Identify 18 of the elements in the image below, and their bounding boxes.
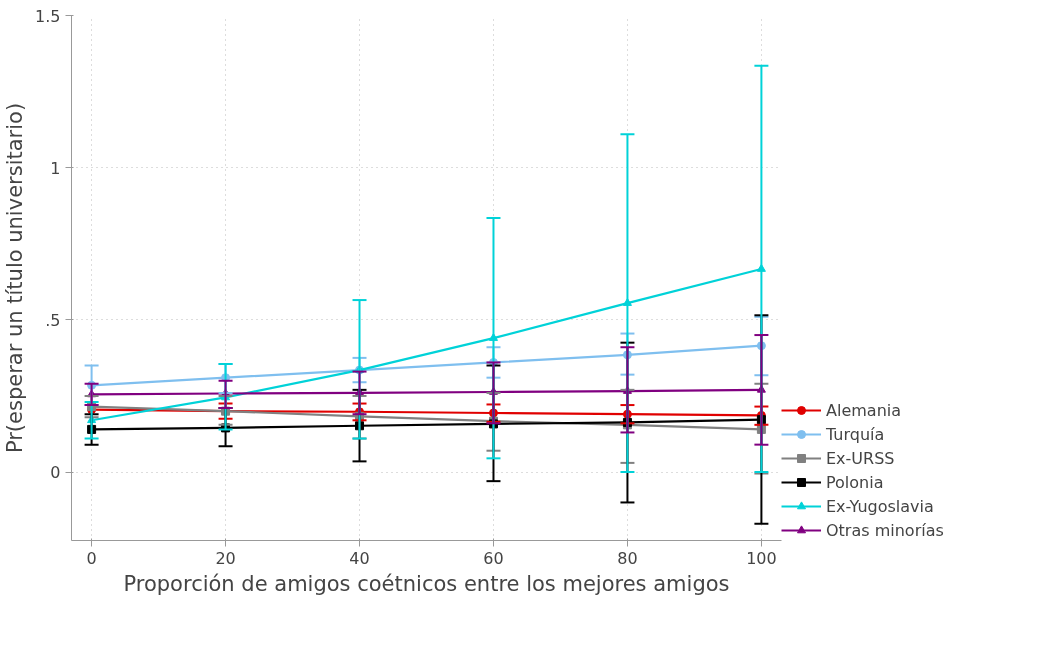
- x-tick-label: 0: [86, 548, 97, 568]
- legend-label: Otras minorías: [826, 520, 944, 540]
- legend-label: Polonia: [826, 472, 884, 492]
- y-tick-label: 1: [50, 158, 61, 178]
- legend-label: Alemania: [826, 400, 902, 420]
- legend-label: Ex-URSS: [826, 448, 895, 468]
- x-tick-label: 40: [349, 548, 370, 568]
- x-tick-label: 100: [746, 548, 777, 568]
- y-tick-label: 0: [50, 463, 61, 483]
- x-tick-label: 60: [483, 548, 504, 568]
- y-axis-title: Pr(esperar un título universitario): [3, 102, 28, 454]
- x-axis-title: Proporción de amigos coétnicos entre los mejores amigos: [123, 571, 730, 596]
- y-tick-label: 1.5: [35, 6, 61, 26]
- legend-label: Ex-Yugoslavia: [826, 496, 934, 516]
- legend-label: Turquía: [826, 424, 885, 444]
- x-tick-label: 80: [617, 548, 638, 568]
- y-tick-label: .5: [45, 310, 61, 330]
- x-tick-label: 20: [215, 548, 236, 568]
